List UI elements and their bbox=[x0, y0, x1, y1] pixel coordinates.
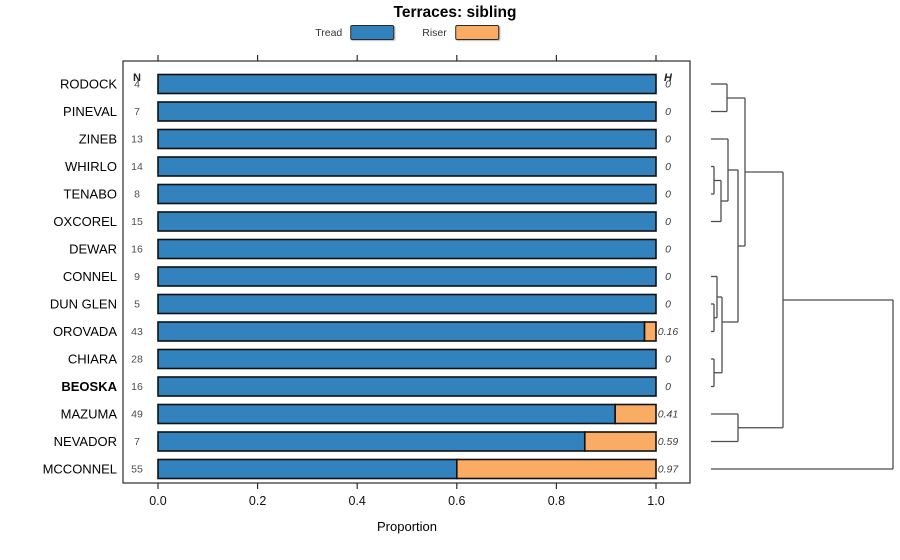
category-label: OXCOREL bbox=[53, 214, 117, 229]
h-value: 0 bbox=[665, 106, 671, 118]
n-column-header: N bbox=[133, 72, 141, 84]
category-label: DEWAR bbox=[69, 242, 117, 257]
n-value: 43 bbox=[131, 326, 143, 338]
h-value: 0.16 bbox=[658, 326, 679, 338]
bar-segment-tread bbox=[157, 238, 657, 260]
n-value: 8 bbox=[134, 189, 140, 201]
bar-segment-tread bbox=[157, 156, 657, 177]
h-value: 0 bbox=[665, 271, 671, 283]
h-value: 0 bbox=[665, 79, 671, 91]
bar-segment-tread bbox=[157, 348, 657, 370]
bar-segment-tread bbox=[157, 431, 586, 452]
n-value: 7 bbox=[134, 436, 140, 448]
h-column-header: H bbox=[664, 72, 673, 84]
category-label: ZINEB bbox=[79, 132, 117, 147]
bar-segment-tread bbox=[157, 458, 458, 480]
h-value: 0 bbox=[665, 354, 671, 366]
h-value: 0 bbox=[665, 299, 671, 311]
h-value: 0 bbox=[665, 161, 671, 173]
n-value: 55 bbox=[131, 464, 143, 476]
bar-segment-tread bbox=[157, 321, 646, 342]
bar-segment-tread bbox=[157, 73, 657, 95]
legend-label-tread: Tread bbox=[315, 26, 343, 39]
axis-tick-label: 0.0 bbox=[149, 494, 166, 508]
bar-segment-riser bbox=[583, 431, 657, 452]
bar-segment-tread bbox=[157, 101, 657, 122]
n-value: 15 bbox=[131, 216, 143, 228]
category-label: MAZUMA bbox=[61, 407, 118, 422]
category-label: DUN GLEN bbox=[50, 297, 117, 312]
axis-tick-label: 0.4 bbox=[349, 494, 366, 508]
n-value: 16 bbox=[131, 381, 143, 393]
bar-segment-riser bbox=[614, 403, 657, 425]
h-value: 0.59 bbox=[658, 436, 679, 448]
category-label: BEOSKA bbox=[61, 379, 117, 394]
n-value: 13 bbox=[131, 134, 143, 146]
bar-segment-tread bbox=[157, 183, 657, 205]
n-value: 16 bbox=[131, 244, 143, 256]
category-label: CHIARA bbox=[68, 352, 117, 367]
n-value: 28 bbox=[131, 354, 143, 366]
n-value: 4 bbox=[134, 79, 140, 91]
category-label: TENABO bbox=[64, 187, 117, 202]
bar-segment-tread bbox=[157, 211, 657, 232]
bar-segment-riser bbox=[643, 321, 657, 342]
n-value: 5 bbox=[134, 299, 140, 311]
chart-title: Terraces: sibling bbox=[393, 4, 517, 21]
h-value: 0 bbox=[665, 189, 671, 201]
category-label: PINEVAL bbox=[63, 104, 117, 119]
n-value: 7 bbox=[134, 106, 140, 118]
category-label: CONNEL bbox=[63, 269, 117, 284]
category-label: OROVADA bbox=[53, 324, 117, 339]
category-label: RODOCK bbox=[60, 77, 117, 92]
x-axis-title: Proportion bbox=[377, 519, 437, 534]
h-value: 0 bbox=[665, 244, 671, 256]
category-label: NEVADOR bbox=[54, 434, 117, 449]
h-value: 0.97 bbox=[658, 464, 680, 476]
plot-box bbox=[122, 60, 691, 484]
n-value: 49 bbox=[131, 409, 143, 421]
h-value: 0 bbox=[665, 216, 671, 228]
axis-tick-label: 1.0 bbox=[647, 494, 664, 508]
axis-tick-label: 0.6 bbox=[448, 494, 465, 508]
bar-segment-tread bbox=[157, 128, 657, 150]
bar-segment-tread bbox=[157, 403, 616, 425]
legend-label-riser: Riser bbox=[422, 26, 447, 39]
bar-segment-tread bbox=[157, 266, 657, 287]
h-value: 0 bbox=[665, 381, 671, 393]
h-value: 0 bbox=[665, 134, 671, 146]
bar-segment-tread bbox=[157, 376, 657, 397]
legend-item-tread: Tread bbox=[315, 25, 395, 40]
bar-segment-riser bbox=[455, 458, 657, 480]
legend: Tread Riser bbox=[315, 25, 499, 40]
n-value: 9 bbox=[134, 271, 140, 283]
h-value: 0.41 bbox=[658, 409, 678, 421]
riser-swatch bbox=[454, 25, 499, 40]
category-label: MCCONNEL bbox=[43, 462, 117, 477]
axis-tick-label: 0.8 bbox=[548, 494, 565, 508]
axis-tick-label: 0.2 bbox=[249, 494, 266, 508]
tread-swatch bbox=[350, 25, 395, 40]
bar-segment-tread bbox=[157, 293, 657, 315]
n-value: 14 bbox=[131, 161, 143, 173]
legend-item-riser: Riser bbox=[422, 25, 499, 40]
category-label: WHIRLO bbox=[65, 159, 117, 174]
